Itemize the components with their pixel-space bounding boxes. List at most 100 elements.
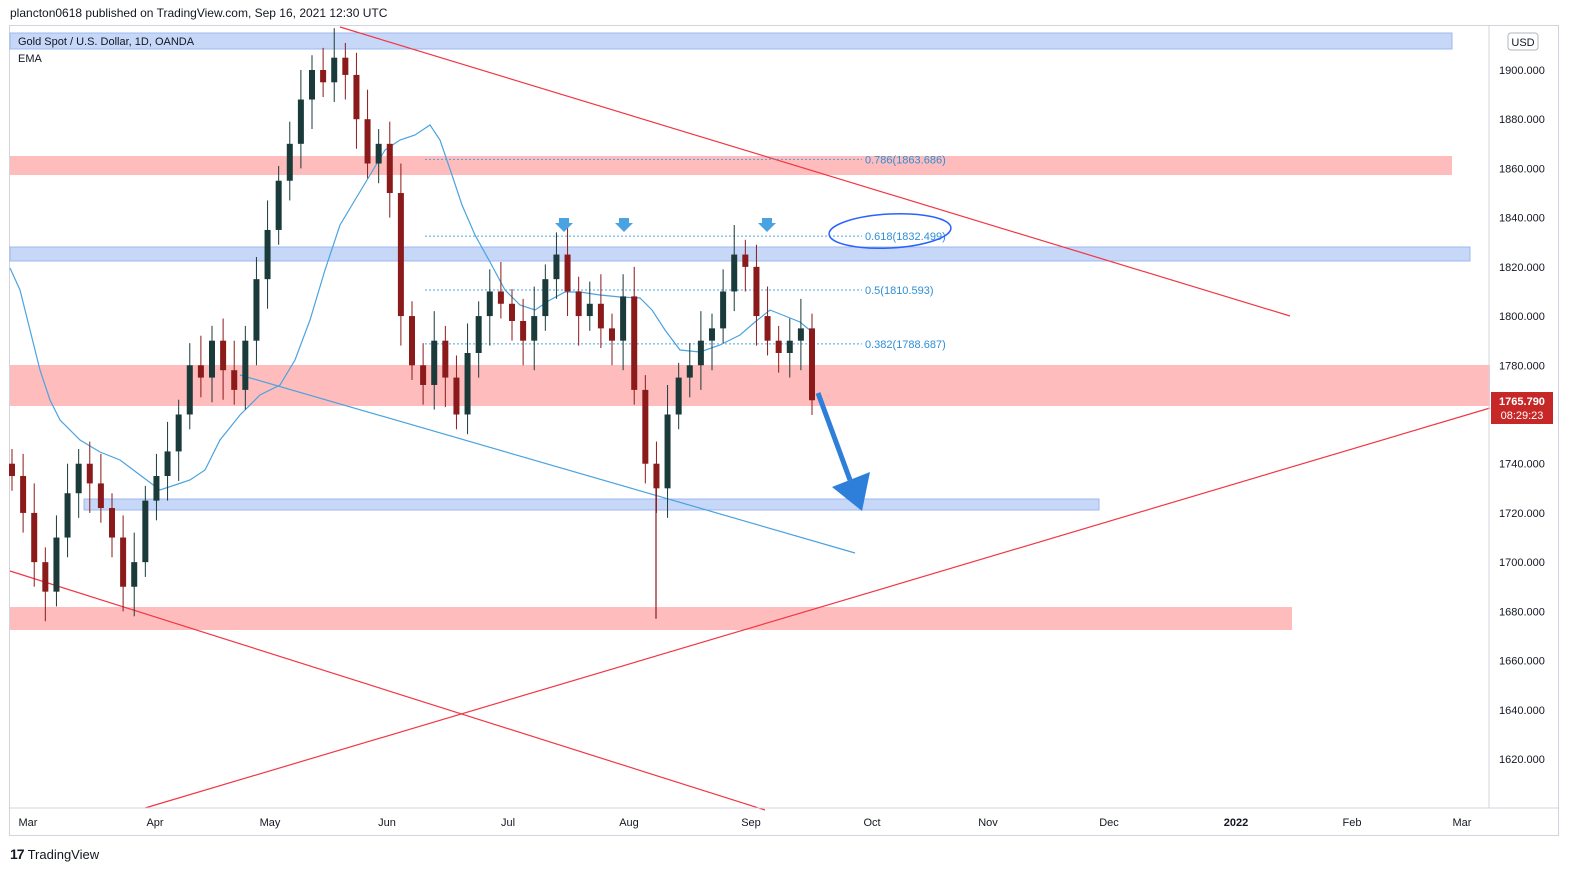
candle-body (586, 303, 593, 317)
candle-body (64, 493, 71, 538)
candle-body (753, 266, 760, 317)
rising-trendline (144, 407, 1491, 809)
time-tick-label: 2022 (1224, 817, 1248, 829)
candle-body (131, 562, 138, 587)
arrow-down-icon (615, 218, 633, 232)
currency-badge[interactable] (1507, 32, 1539, 51)
candle-body (642, 389, 649, 464)
candle-body (531, 316, 538, 341)
time-tick-label: Jun (378, 817, 396, 829)
candle-body (420, 365, 427, 385)
candle-body (497, 291, 504, 304)
time-tick-label: Mar (19, 817, 38, 829)
fib-label: 0.382(1788.687) (865, 339, 946, 351)
candle-body (375, 143, 382, 164)
candle-body (764, 316, 771, 341)
tradingview-logo-icon: 17 (10, 846, 25, 862)
candle-body (309, 70, 315, 100)
price-tick-label: 1840.000 (1499, 213, 1545, 225)
candle-body (775, 340, 782, 353)
candle-body (186, 365, 193, 415)
candle-body (542, 279, 549, 317)
candle-body (453, 377, 460, 415)
candle-body (797, 328, 804, 341)
candle-body (20, 476, 27, 513)
candle-body (620, 296, 627, 341)
currency-label: USD (1511, 37, 1534, 49)
symbol-legend: Gold Spot / U.S. Dollar, 1D, OANDA (18, 36, 195, 48)
candlesticks (9, 28, 815, 622)
time-tick-label: Dec (1099, 817, 1119, 829)
candle-body (731, 254, 738, 292)
blue-trendline (239, 374, 856, 554)
price-tick-label: 1880.000 (1499, 114, 1545, 126)
candle-body (297, 99, 304, 144)
fib-label: 0.786(1863.686) (865, 154, 946, 166)
fib-label: 0.5(1810.593) (865, 285, 934, 297)
candle-body (175, 414, 182, 452)
candle-body (631, 296, 638, 390)
candle-body (231, 370, 238, 390)
candle-body (697, 340, 704, 366)
footer-brand: TradingView (27, 846, 100, 862)
price-tick-label: 1780.000 (1499, 360, 1545, 372)
candle-body (564, 254, 571, 292)
upper-trendline (339, 26, 1291, 317)
candle-body (42, 562, 49, 592)
time-tick-label: Jul (501, 817, 515, 829)
candle-body (342, 57, 349, 75)
time-tick-label: Sep (741, 817, 761, 829)
candle-body (597, 303, 604, 329)
candle-body (109, 508, 115, 538)
top-markers (555, 218, 776, 232)
falling-trendline (9, 570, 766, 811)
candle-body (220, 340, 227, 371)
arrow-down-icon (555, 218, 573, 232)
candle-body (264, 229, 271, 280)
low-demand-zone (10, 607, 1292, 630)
time-tick-label: Apr (146, 817, 163, 829)
candle-body (609, 328, 615, 341)
time-tick-label: May (260, 817, 281, 829)
indicator-legend: EMA (18, 53, 43, 65)
candle-body (31, 512, 38, 563)
time-axis[interactable]: Mar Apr May Jun Jul Aug Sep Oct Nov Dec 2022 Feb Mar (19, 817, 1472, 829)
candle-body (97, 483, 104, 509)
candle-body (397, 193, 404, 317)
price-tick-label: 1660.000 (1499, 656, 1545, 668)
candle-body (809, 328, 815, 401)
candle-body (675, 377, 682, 415)
resistance-zone-mid (9, 246, 1471, 262)
current-price-countdown: 08:29:23 (1501, 410, 1544, 422)
candle-body (353, 74, 360, 120)
candle-body (409, 316, 415, 366)
candle-body (86, 463, 93, 484)
candle-body (442, 340, 449, 378)
candle-body (53, 537, 60, 592)
price-tick-label: 1700.000 (1499, 557, 1545, 569)
price-tick-label: 1740.000 (1499, 459, 1545, 471)
candle-body (120, 537, 127, 587)
price-tick-label: 1620.000 (1499, 754, 1545, 766)
candle-body (553, 254, 560, 280)
price-tick-label: 1680.000 (1499, 606, 1545, 618)
price-tick-label: 1900.000 (1499, 65, 1545, 77)
price-axis[interactable]: 1900.000 1880.000 1860.000 1840.000 1820.000… (9, 25, 1559, 809)
projection-arrow (815, 392, 870, 511)
time-tick-label: Nov (978, 817, 998, 829)
candle-body (142, 500, 149, 563)
target-zone (83, 498, 1100, 511)
time-tick-label: Aug (619, 817, 639, 829)
candle-body (9, 463, 15, 477)
price-tick-label: 1720.000 (1499, 508, 1545, 520)
candle-body (686, 365, 693, 378)
price-tick-label: 1820.000 (1499, 262, 1545, 274)
resistance-zone-top (9, 32, 1453, 50)
highlight-ellipse (828, 212, 952, 250)
footer: 17 TradingView (10, 846, 99, 862)
candle-body (153, 476, 160, 501)
candle-body (520, 320, 527, 341)
publisher-line: plancton0618 published on TradingView.co… (10, 6, 388, 20)
candle-body (575, 291, 582, 317)
